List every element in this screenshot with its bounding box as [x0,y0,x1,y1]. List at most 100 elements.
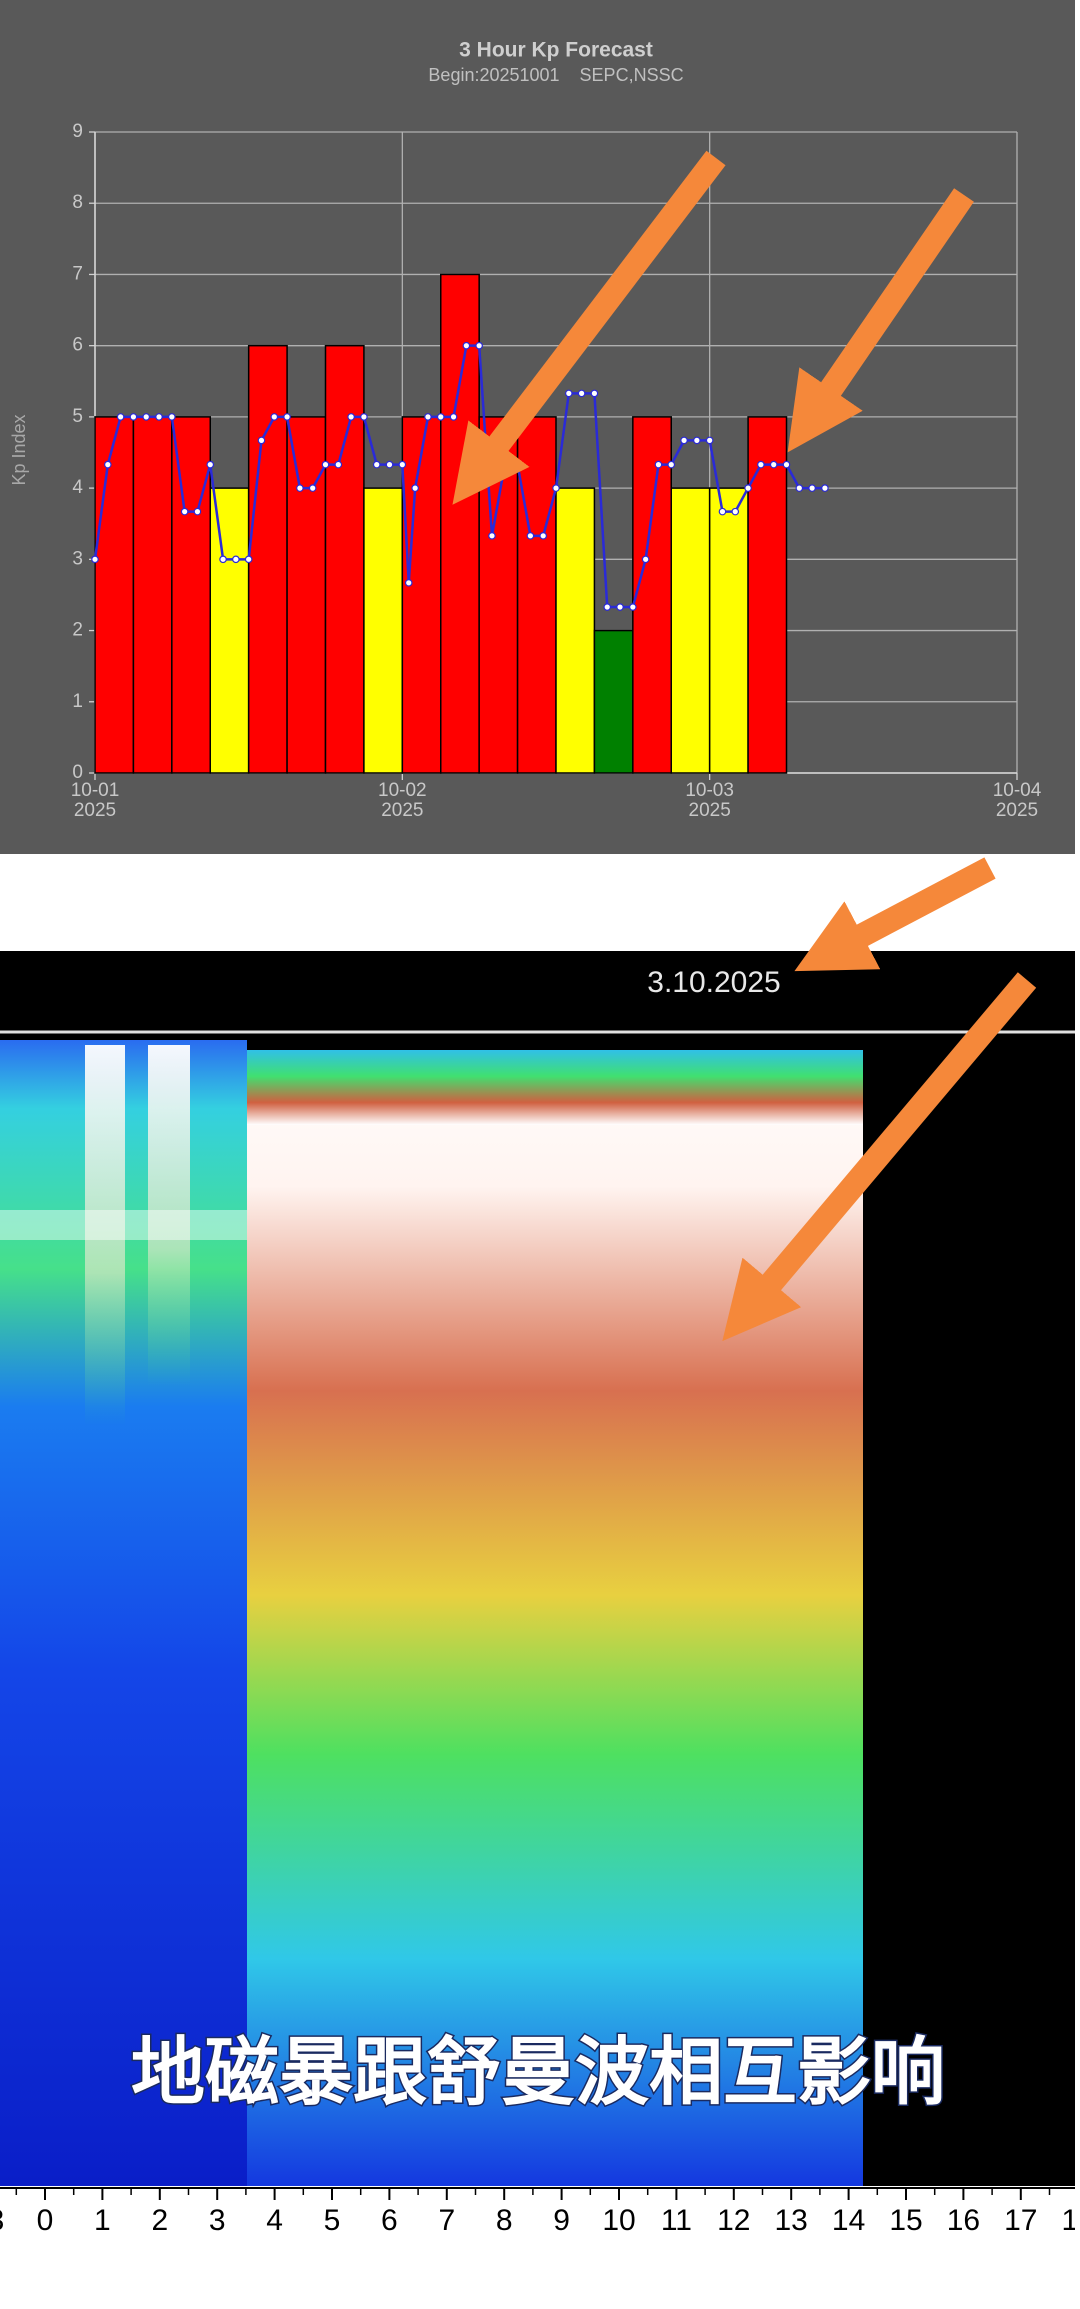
point [590,389,599,398]
hour-label: 0 [37,2204,54,2237]
point [654,460,663,469]
point [270,413,279,421]
hour-label: 10 [602,2204,635,2237]
bar [209,487,250,774]
point [782,460,791,469]
bar [478,416,519,774]
y-tick-label: 0 [72,762,83,783]
hour-label: 6 [381,2204,398,2237]
point [404,579,413,587]
y-tick-label: 1 [72,691,83,712]
point [424,413,432,421]
point [116,413,125,421]
point [629,603,637,611]
point [385,460,394,469]
bar [401,416,442,774]
bar [670,487,711,774]
caption: 地磁暴跟舒曼波相互影响 [131,2031,945,2114]
hour-label: 9 [553,2204,570,2237]
point [219,555,227,564]
hour-ticks: 230123456789101112131415161718 [0,2188,1080,2237]
hour-label: 3 [209,2204,226,2237]
bar [363,487,404,774]
y-axis-label: Kp Index [9,414,29,485]
point [526,532,535,540]
point [565,389,573,398]
point [244,555,253,564]
point [552,484,560,492]
y-tick-label: 4 [72,477,83,498]
hour-label: 1 [94,2204,111,2237]
point [616,603,624,611]
x-tick-label: 10-04 2025 [992,780,1042,821]
bar [632,416,672,774]
point [296,484,304,492]
bar [708,487,749,774]
y-tick-label: 3 [72,548,83,569]
bar [247,344,288,774]
bar [440,273,480,774]
bar [747,416,788,774]
bar [516,416,557,774]
bar [171,416,211,774]
point [705,436,714,445]
hour-label: 11 [661,2204,692,2237]
x-tick-label: 10-01 2025 [70,780,120,821]
x-tick-label: 10-03 2025 [685,780,734,821]
point [488,532,496,540]
spectrogram-right [247,1050,863,2186]
chart-subtitle: Begin:20251001 SEPC,NSSC [428,65,683,85]
point [347,413,355,421]
point [104,460,112,469]
point [744,484,752,492]
bar [555,487,596,774]
point [667,460,676,469]
hour-label: 7 [438,2204,455,2237]
hour-axis [0,2186,1075,2267]
point [193,507,202,516]
point [360,413,368,421]
hour-label: 13 [775,2204,808,2237]
hour-label: 17 [1004,2204,1037,2237]
hour-label: 8 [496,2204,513,2237]
hour-label: 23 [0,2204,4,2237]
point [539,532,547,540]
point [321,460,330,469]
bar [132,416,173,774]
hour-label: 14 [832,2204,865,2237]
point [680,436,688,445]
y-tick-label: 6 [72,335,83,356]
point [795,484,804,492]
point [808,484,816,492]
bar [94,416,135,774]
spectrogram-streak [148,1045,190,1385]
bar [324,344,365,774]
bar [593,629,634,774]
x-tick-label: 10-02 2025 [378,780,427,821]
point [257,436,266,445]
point [693,436,701,445]
hour-label: 2 [151,2204,168,2237]
point [168,413,176,421]
point [334,460,343,469]
point [142,413,151,421]
point [398,460,407,469]
point [769,460,778,469]
point [462,341,471,350]
point [641,555,650,564]
point [372,460,381,469]
hour-label: 12 [717,2204,750,2237]
y-tick-label: 7 [72,263,83,284]
spectrogram-streak [0,1210,247,1240]
point [206,460,215,469]
hour-label: 18 [1062,2204,1080,2237]
point [91,555,99,564]
y-tick-label: 5 [72,406,83,427]
point [411,484,419,492]
point [821,484,829,492]
point [283,413,291,421]
spectrogram-date: 3.10.2025 [647,966,780,999]
hour-label: 16 [947,2204,980,2237]
